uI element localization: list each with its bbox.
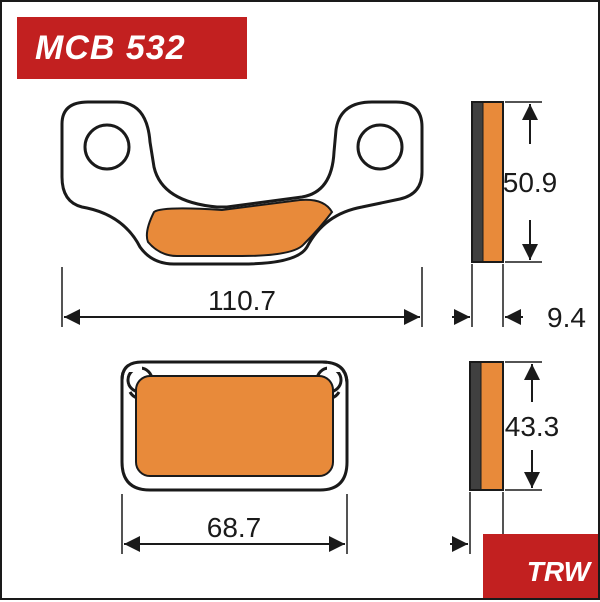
dim-bot-height: 43.3 bbox=[505, 362, 560, 490]
bottom-pad-side bbox=[470, 362, 503, 490]
dim-top-height-value: 50.9 bbox=[503, 167, 558, 198]
dim-top-height: 50.9 bbox=[503, 102, 558, 262]
dim-bot-width-value: 68.7 bbox=[207, 512, 262, 543]
bottom-pad-front bbox=[112, 352, 357, 490]
dim-top-width: 110.7 bbox=[62, 267, 422, 327]
dim-top-thick-value: 9.4 bbox=[547, 302, 586, 333]
top-pad-side bbox=[472, 102, 503, 262]
dim-top-thick: 9.4 bbox=[452, 264, 586, 333]
page-frame: MCB 532 bbox=[0, 0, 600, 600]
dim-bot-height-value: 43.3 bbox=[505, 411, 560, 442]
top-pad-front bbox=[62, 102, 422, 264]
dim-top-width-value: 110.7 bbox=[208, 285, 276, 316]
dim-bot-width: 68.7 bbox=[122, 494, 347, 554]
brand-name: TRW bbox=[527, 556, 590, 588]
technical-diagram: 110.7 50.9 9.4 bbox=[2, 2, 600, 602]
